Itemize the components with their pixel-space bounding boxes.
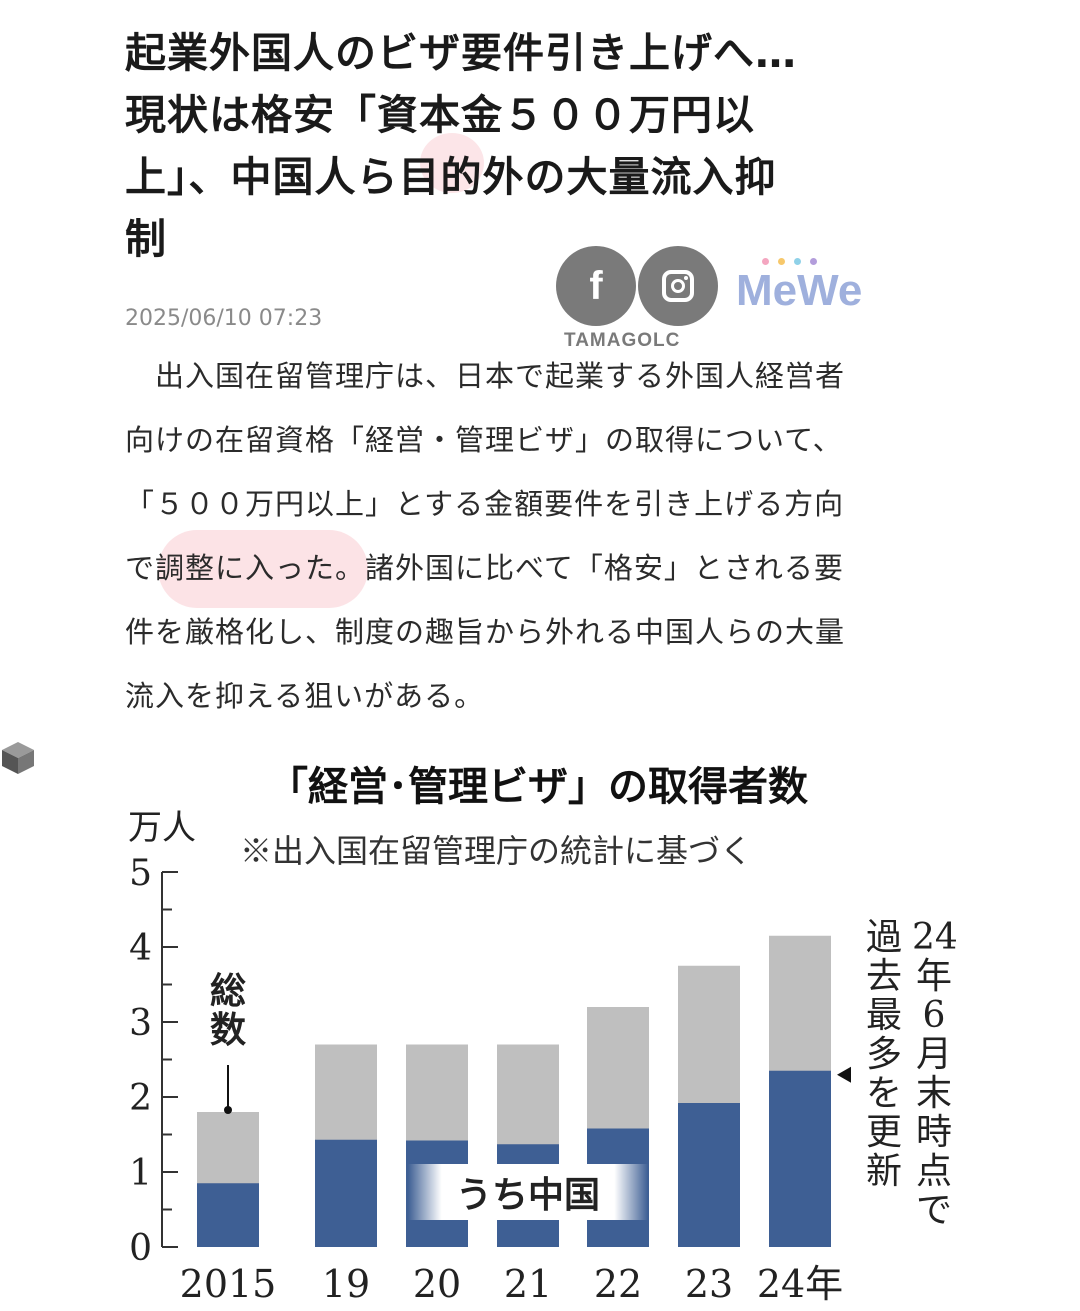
body-line: 流入を抑える狙いがある。 (125, 679, 485, 713)
body-line: 向けの在留資格「経営・管理ビザ」の取得について、 (125, 423, 843, 457)
mewe-dot (762, 258, 769, 265)
body-line: 「５００万円以上」とする金額要件を引き上げる方向 (125, 487, 845, 521)
body-line: 件を厳格化し、制度の趣旨から外れる中国人らの大量 (125, 615, 846, 649)
x-tick-label: 23 (685, 1262, 733, 1306)
headline-line: 現状は格安「資本金５００万円以 (125, 91, 755, 139)
total-pointer-dot (224, 1106, 232, 1114)
x-tick-label: 24年 (757, 1262, 843, 1306)
y-tick-label: 5 (129, 853, 152, 894)
facebook-icon[interactable]: f (556, 246, 636, 326)
record-note-line-1: 24年6月末時点で (912, 917, 958, 1231)
x-tick-label: 20 (413, 1262, 461, 1306)
bar-china (197, 1183, 259, 1247)
chart-title: 「経営･管理ビザ」の取得者数 (268, 764, 808, 810)
china-series-label: うち中国 (408, 1164, 648, 1220)
mewe-dot (778, 258, 785, 265)
total-series-label: 総数 (209, 971, 246, 1051)
y-tick-label: 2 (129, 1078, 152, 1119)
y-tick-label: 1 (129, 1153, 152, 1194)
instagram-glyph (662, 270, 694, 302)
record-arrow-icon (837, 1066, 851, 1083)
social-overlay: f TAMAGOLC MeWe (556, 246, 896, 356)
headline-line: 上」、中国人ら目的外の大量流入抑 (125, 153, 777, 201)
instagram-icon[interactable] (638, 246, 718, 326)
bar-china (315, 1139, 377, 1247)
bar-china (769, 1070, 831, 1247)
highlight-marker (158, 530, 368, 608)
article-body: 出入国在留管理庁は、日本で起業する外国人経営者 向けの在留資格「経営・管理ビザ」… (125, 344, 965, 728)
y-axis-unit: 万人 (128, 808, 196, 848)
facebook-glyph: f (589, 263, 603, 308)
x-tick-label: 21 (504, 1262, 552, 1306)
x-tick-label: 22 (594, 1262, 642, 1306)
mewe-dot (810, 258, 817, 265)
record-note-line-2: 過去最多を更新 (865, 917, 902, 1192)
y-tick-label: 3 (129, 1003, 152, 1044)
highlight-circle (420, 133, 484, 193)
headline-line: 制 (125, 215, 167, 263)
cube-icon (2, 742, 34, 774)
y-tick-label: 4 (129, 928, 152, 969)
y-tick-label: 0 (129, 1228, 152, 1269)
article-header: 起業外国人のビザ要件引き上げへ… 現状は格安「資本金５００万円以 上」、中国人ら… (125, 22, 965, 270)
headline: 起業外国人のビザ要件引き上げへ… 現状は格安「資本金５００万円以 上」、中国人ら… (125, 22, 965, 270)
bar-china (678, 1103, 740, 1247)
mewe-logo[interactable]: MeWe (736, 266, 863, 315)
mewe-dots (762, 258, 817, 265)
watermark-label: TAMAGOLC (564, 330, 681, 351)
chart-subtitle: ※出入国在留管理庁の統計に基づく (240, 832, 753, 870)
body-line: 出入国在留管理庁は、日本で起業する外国人経営者 (125, 359, 846, 393)
body-line: で調整に入った。諸外国に比べて「格安」とされる要 (125, 551, 844, 585)
x-tick-label: 19 (322, 1262, 370, 1306)
mewe-dot (794, 258, 801, 265)
x-tick-label: 2015 (180, 1262, 277, 1306)
headline-line: 起業外国人のビザ要件引き上げへ… (125, 29, 797, 77)
publish-date: 2025/06/10 07:23 (125, 306, 323, 331)
